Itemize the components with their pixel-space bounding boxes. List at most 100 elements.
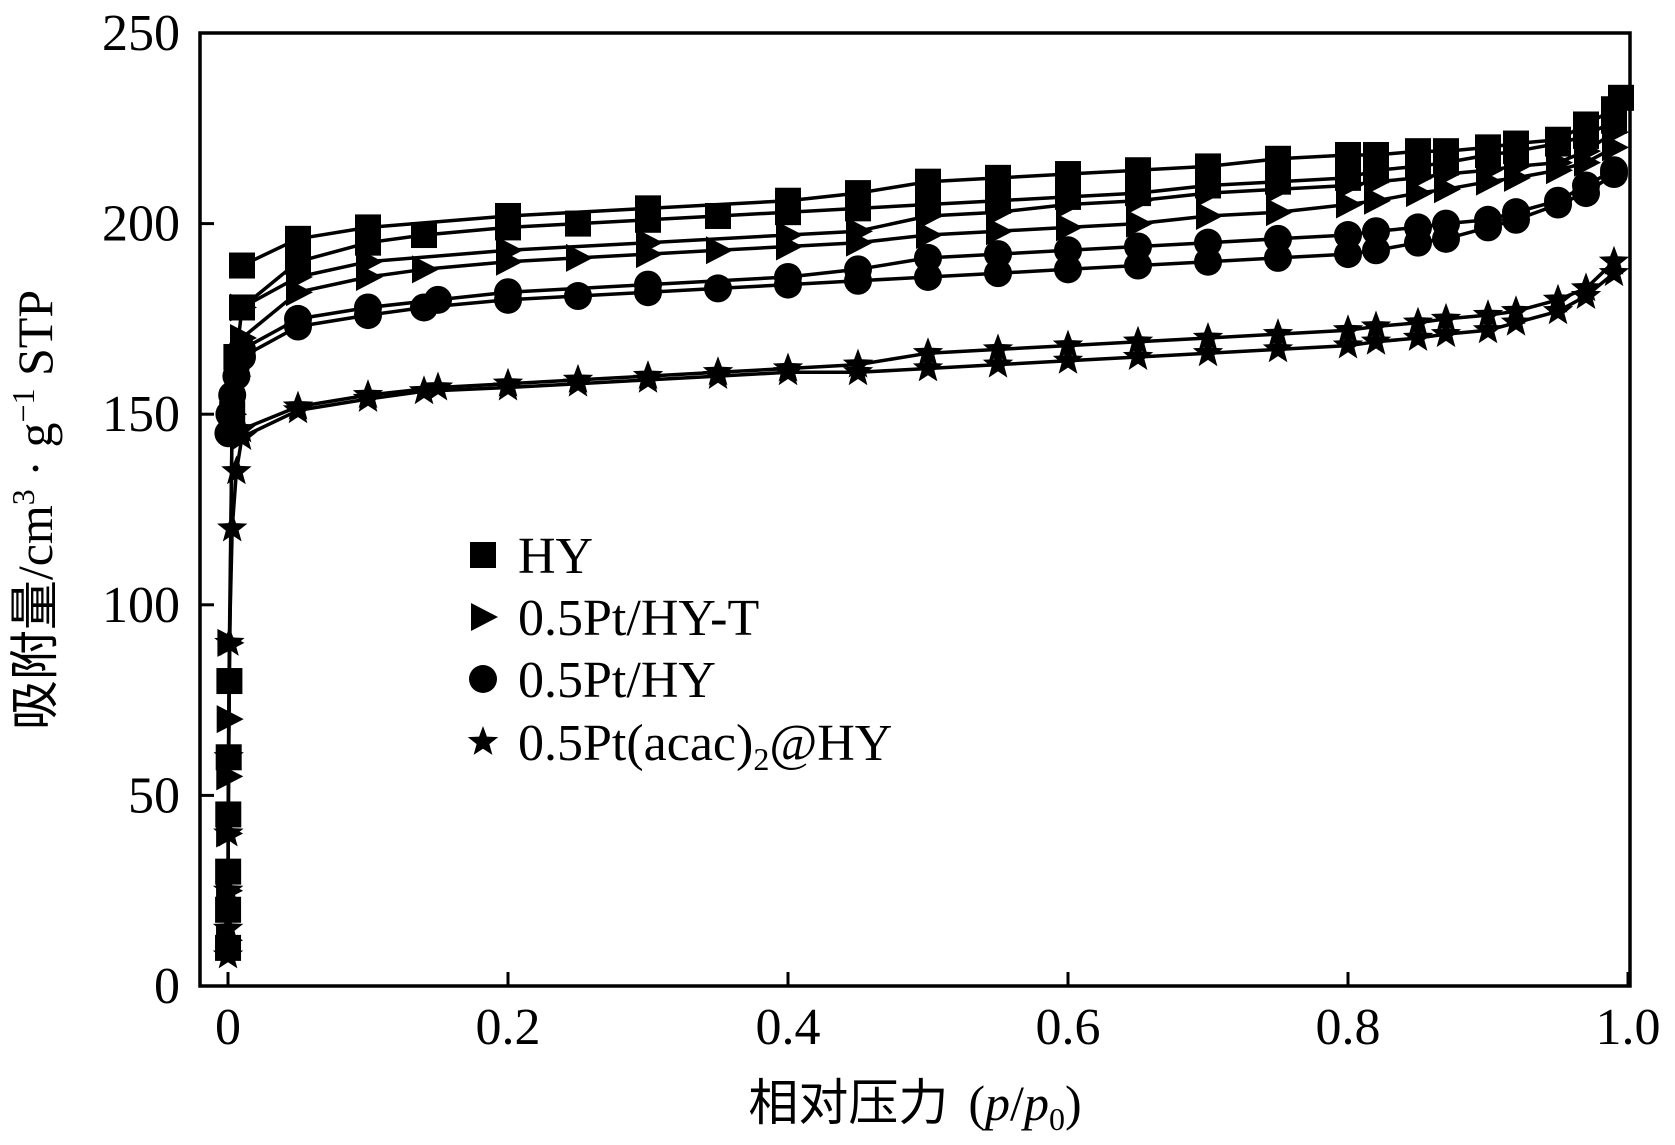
data-point-triangle-right xyxy=(916,221,943,250)
series-star xyxy=(212,245,1630,969)
data-point-star xyxy=(1122,341,1154,370)
legend-label-pt-acac-sub: 2 xyxy=(753,741,769,777)
data-point-star xyxy=(1500,306,1532,336)
data-point-triangle-right xyxy=(916,201,943,230)
legend-item-pt-acac-hy: 0.5Pt(acac)2@HY xyxy=(467,715,892,777)
legend-item-pt-hy: 0.5Pt/HY xyxy=(469,652,716,709)
data-point-triangle-right xyxy=(776,221,803,250)
data-point-star xyxy=(212,912,244,942)
x-tick-label: 1.0 xyxy=(1596,999,1661,1056)
data-point-circle xyxy=(1362,217,1390,246)
x-axis-title-close: ) xyxy=(1065,1075,1082,1131)
data-point-square xyxy=(1503,130,1529,157)
data-point-star xyxy=(1192,322,1224,351)
data-point-square xyxy=(985,164,1011,191)
data-point-triangle-right xyxy=(566,243,593,272)
data-point-circle xyxy=(1124,232,1152,261)
data-point-star xyxy=(562,363,594,393)
data-point-star xyxy=(212,874,244,904)
data-point-square xyxy=(1363,141,1389,168)
data-point-circle xyxy=(1334,221,1362,250)
data-point-circle xyxy=(424,285,452,314)
data-point-star xyxy=(1542,295,1574,325)
y-axis-title: 吸附量/cm3 · g−1 STP xyxy=(5,290,63,730)
data-point-star xyxy=(282,390,314,420)
data-point-square xyxy=(1055,161,1081,188)
legend-label-pt-acac-hy: 0.5Pt(acac)2@HY xyxy=(518,715,892,777)
data-point-circle xyxy=(564,282,592,311)
data-point-star xyxy=(217,512,248,542)
data-point-square xyxy=(1545,126,1571,153)
data-point-triangle-right xyxy=(356,247,383,276)
data-point-circle xyxy=(284,304,312,333)
legend-marker-star xyxy=(467,726,499,755)
data-point-star xyxy=(221,455,252,485)
y-tick-label: 150 xyxy=(102,386,180,443)
data-point-circle xyxy=(1194,228,1222,257)
data-point-square xyxy=(635,195,661,222)
x-axis-title-p0: p xyxy=(1021,1075,1049,1131)
data-point-triangle-right xyxy=(706,236,733,265)
data-point-star xyxy=(1052,329,1084,359)
x-tick-label: 0.6 xyxy=(1036,999,1101,1056)
data-point-star xyxy=(1472,299,1504,328)
data-point-triangle-right xyxy=(1434,160,1461,189)
y-axis-title-sup2: −1 xyxy=(5,388,41,422)
data-point-star xyxy=(1472,314,1504,344)
data-point-triangle-right xyxy=(230,293,257,322)
legend-label-pt-hy-t: 0.5Pt/HY-T xyxy=(518,590,759,647)
data-point-circle xyxy=(984,240,1012,269)
x-axis-title-open: ( xyxy=(968,1075,985,1131)
series-line-desorption xyxy=(241,130,1615,310)
data-point-circle xyxy=(1404,213,1432,242)
data-point-triangle-right xyxy=(1504,152,1531,181)
data-point-triangle-right xyxy=(1364,167,1391,196)
legend-marker-shape xyxy=(471,603,498,631)
data-point-circle xyxy=(1544,186,1572,215)
data-point-star xyxy=(1262,333,1294,363)
data-point-square xyxy=(1265,145,1291,172)
data-point-star xyxy=(214,626,245,656)
data-point-square xyxy=(355,214,381,241)
x-axis-title-p: p xyxy=(982,1075,1010,1131)
data-point-triangle-right xyxy=(496,236,523,265)
data-point-triangle-right xyxy=(636,228,663,257)
y-tick-label: 250 xyxy=(102,5,180,62)
data-point-circle xyxy=(1600,156,1628,185)
legend-marker-circle xyxy=(469,665,497,693)
data-point-star xyxy=(226,413,258,443)
data-point-star xyxy=(1360,310,1392,340)
x-tick-label: 0.2 xyxy=(476,999,541,1056)
data-point-star xyxy=(1052,344,1084,374)
data-point-triangle-right xyxy=(1196,201,1223,230)
y-tick-label: 50 xyxy=(128,767,180,824)
data-point-star xyxy=(213,817,244,847)
legend-label-pt-hy: 0.5Pt/HY xyxy=(518,652,716,709)
data-point-star xyxy=(1430,318,1462,348)
x-axis-title-slash: / xyxy=(1010,1075,1024,1131)
legend-label-pt-acac-main: 0.5Pt(acac) xyxy=(518,715,753,772)
data-point-star xyxy=(212,939,244,969)
y-axis-title-tail: STP xyxy=(7,290,63,389)
data-point-triangle-right xyxy=(1602,118,1629,147)
data-point-star xyxy=(1598,257,1630,287)
y-tick-label: 0 xyxy=(154,958,180,1015)
data-point-circle xyxy=(1264,224,1292,253)
data-point-star xyxy=(352,379,384,409)
data-point-star xyxy=(1122,325,1154,355)
data-point-square xyxy=(1601,96,1627,123)
data-point-star xyxy=(213,741,244,771)
data-point-square xyxy=(411,222,437,249)
data-point-square xyxy=(845,180,871,207)
data-point-triangle-right xyxy=(1336,171,1363,200)
y-tick-label: 100 xyxy=(102,577,180,634)
data-point-square xyxy=(495,202,521,229)
x-tick-label: 0.4 xyxy=(756,999,821,1056)
data-point-circle xyxy=(914,243,942,272)
data-point-star xyxy=(982,333,1014,363)
data-point-star xyxy=(1192,337,1224,367)
data-point-triangle-right xyxy=(412,255,439,284)
legend: HY 0.5Pt/HY-T 0.5Pt/HY 0.5Pt(acac)2@HY xyxy=(467,528,892,777)
data-point-square xyxy=(1433,138,1459,165)
